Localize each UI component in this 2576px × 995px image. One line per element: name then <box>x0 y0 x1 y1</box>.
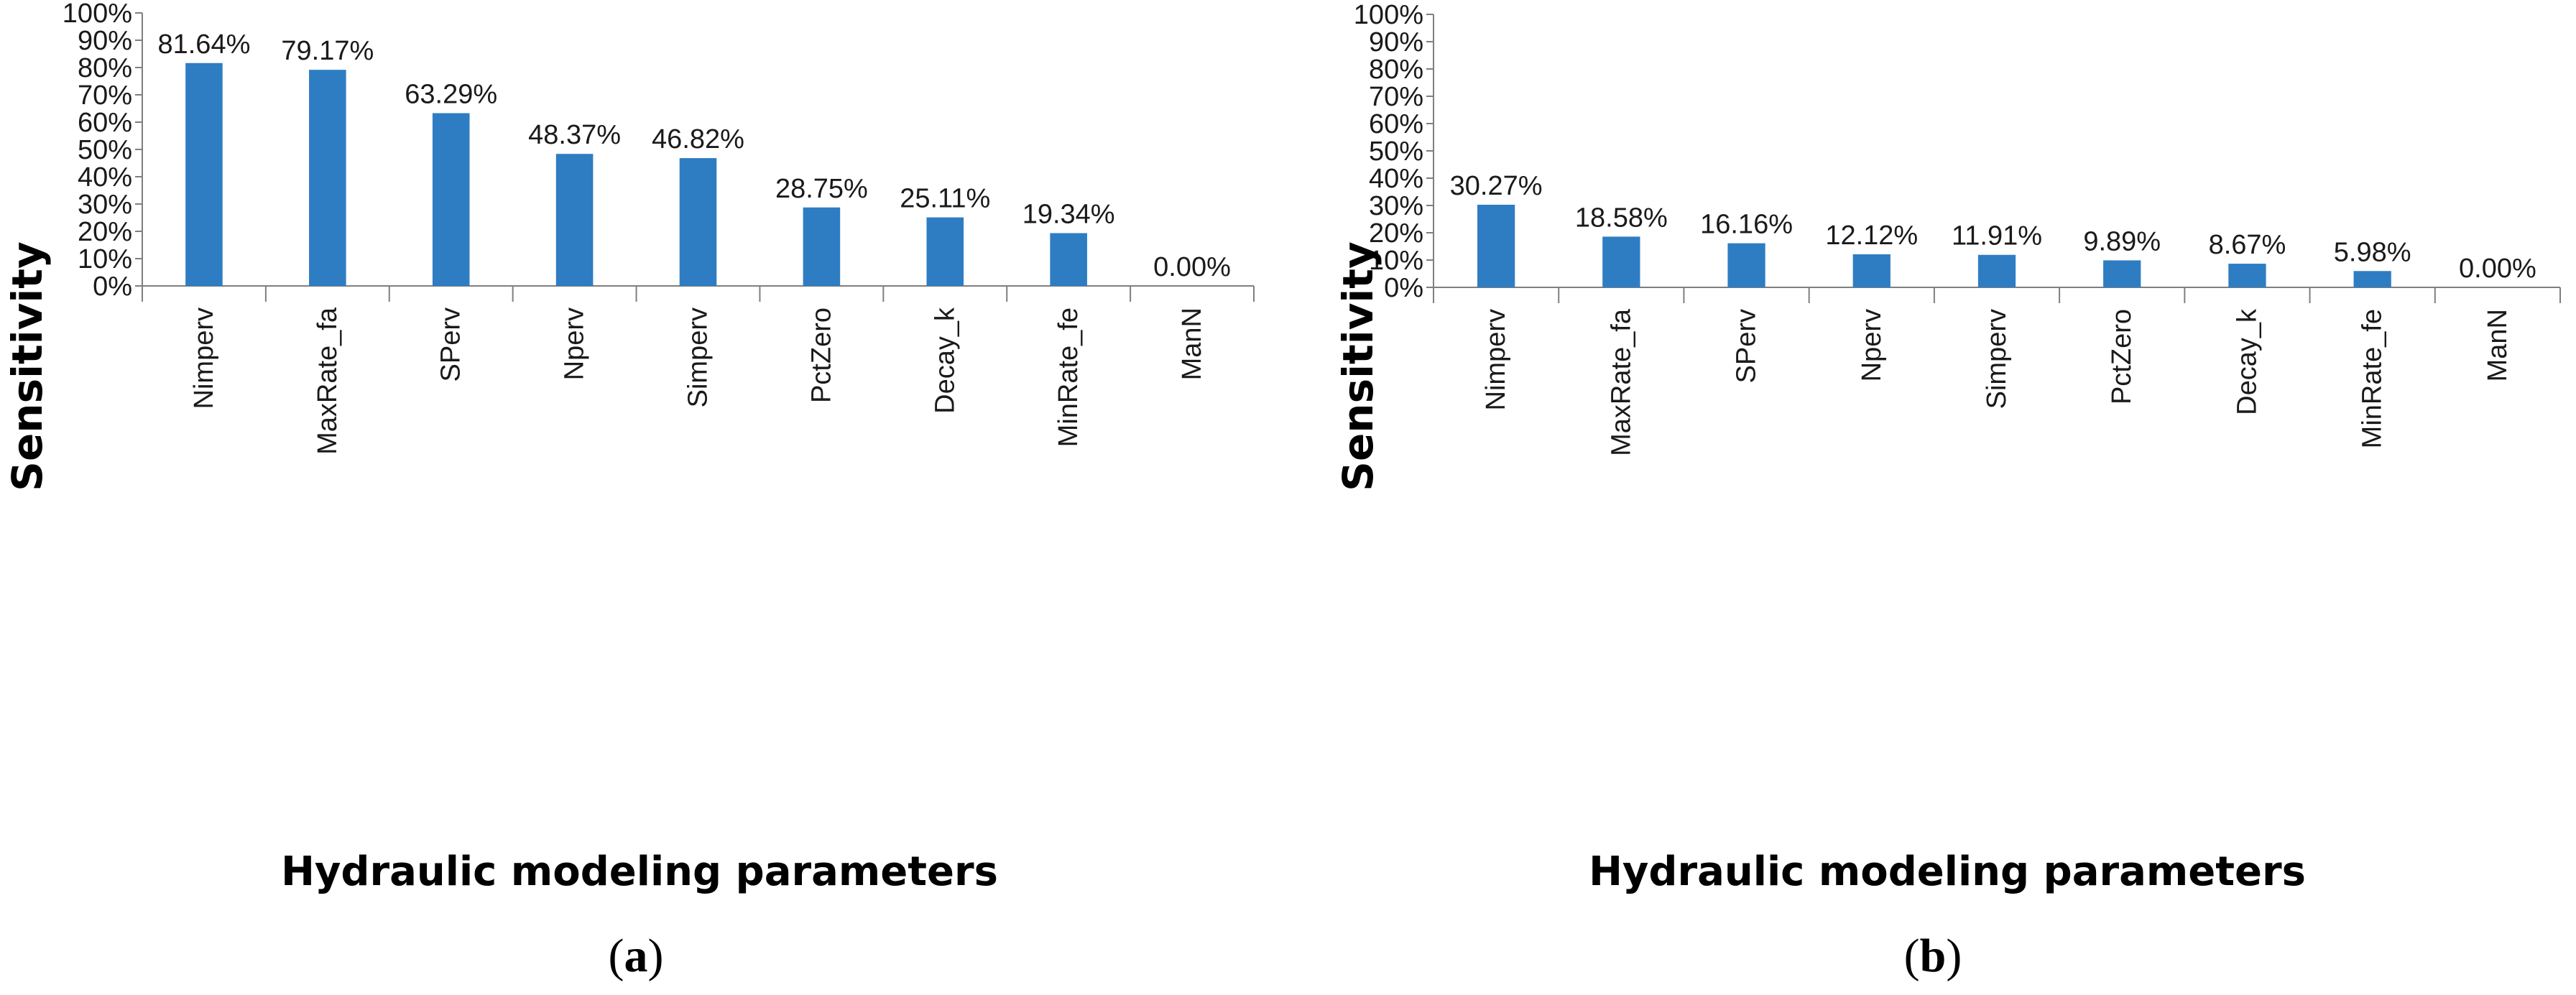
x-axis-title-b: Hydraulic modeling parameters <box>1589 848 2306 895</box>
y-tick-label: 80% <box>1369 55 1423 85</box>
chart-panel-a: 0%10%20%30%40%50%60%70%80%90%100% 81.64% N… <box>3 0 1255 982</box>
panel-caption-b: (b) <box>1904 930 1962 982</box>
y-tick-label: 30% <box>78 190 132 220</box>
data-label: 79.17% <box>281 36 374 66</box>
bar-minrate-fe <box>1050 233 1087 286</box>
x-tick-label: SPerv <box>436 307 466 381</box>
data-label: 0.00% <box>2459 254 2536 284</box>
data-label: 9.89% <box>2083 226 2161 256</box>
chart-panel-b: 0%10%20%30%40%50%60%70%80%90%100% 30.27% N… <box>1334 0 2561 982</box>
y-tick-label: 30% <box>1369 191 1423 221</box>
x-axis-title-a: Hydraulic modeling parameters <box>281 848 998 895</box>
y-tick-label: 80% <box>78 53 132 83</box>
x-tick-label: SPerv <box>1732 309 1762 383</box>
panel-caption-a: (a) <box>609 930 664 982</box>
y-tick-label: 60% <box>1369 109 1423 139</box>
x-tick-label: MaxRate_fa <box>1606 308 1636 456</box>
y-tick-label: 0% <box>93 272 132 302</box>
bar-simperv <box>679 158 717 286</box>
x-tick-label: PctZero <box>806 307 836 403</box>
x-tick-label: Nimperv <box>189 307 219 409</box>
data-label: 28.75% <box>775 174 868 204</box>
bar-maxrate-fa <box>1602 236 1640 287</box>
x-tick-label: PctZero <box>2107 309 2137 404</box>
data-label: 12.12% <box>1825 221 1918 251</box>
data-label: 25.11% <box>900 184 990 214</box>
y-tick-label: 90% <box>78 26 132 56</box>
y-tick-label: 0% <box>1384 273 1423 303</box>
bar-nperv <box>555 154 594 286</box>
data-label: 11.91% <box>1952 221 2042 251</box>
data-label: 18.58% <box>1575 203 1668 233</box>
x-tick-label: ManN <box>1177 307 1207 380</box>
bar-simperv <box>1977 254 2016 287</box>
bar-pctzero <box>803 207 841 286</box>
data-label: 63.29% <box>405 79 497 109</box>
y-tick-label: 20% <box>1369 218 1423 249</box>
x-tick-label: ManN <box>2483 309 2513 381</box>
bar-sperv <box>432 113 470 286</box>
data-label: 46.82% <box>652 124 744 154</box>
y-tick-label: 50% <box>78 135 132 165</box>
x-tick-label: Nperv <box>560 307 590 380</box>
y-tick-label: 100% <box>1354 0 1423 30</box>
bar-pctzero <box>2103 260 2141 287</box>
bar-nperv <box>1852 254 1891 287</box>
x-tick-label: MaxRate_fa <box>313 307 343 455</box>
x-tick-label: Nperv <box>1857 309 1887 381</box>
bar-maxrate-fa <box>309 70 346 287</box>
y-tick-label: 20% <box>78 217 132 247</box>
data-label: 48.37% <box>528 120 621 150</box>
data-label: 5.98% <box>2334 237 2411 267</box>
data-label: 0.00% <box>1153 252 1231 282</box>
x-tick-label: Decay_k <box>930 307 960 414</box>
data-label: 19.34% <box>1022 200 1115 230</box>
bar-decay-k <box>926 217 964 286</box>
x-tick-label: Simperv <box>1982 309 2012 409</box>
y-tick-label: 40% <box>78 162 132 193</box>
y-axis-title-a: Sensitivity <box>3 241 52 491</box>
y-axis-title-b: Sensitivity <box>1334 241 1382 491</box>
data-label: 30.27% <box>1450 171 1543 201</box>
bar-nimperv <box>185 63 223 286</box>
y-tick-label: 40% <box>1369 164 1423 194</box>
bar-sperv <box>1727 243 1765 287</box>
data-label: 16.16% <box>1700 210 1793 240</box>
bar-minrate-fe <box>2353 271 2391 287</box>
y-tick-label: 60% <box>78 108 132 138</box>
x-tick-label: Decay_k <box>2232 308 2262 415</box>
plot-area-b: 0%10%20%30%40%50%60%70%80%90%100% 30.27% N… <box>1354 0 2561 456</box>
plot-area-a: 0%10%20%30%40%50%60%70%80%90%100% 81.64% N… <box>63 0 1255 455</box>
bar-decay-k <box>2228 264 2266 287</box>
y-tick-label: 50% <box>1369 136 1423 167</box>
bar-nimperv <box>1477 204 1515 287</box>
y-tick-label: 90% <box>1369 27 1423 57</box>
x-tick-label: Simperv <box>683 307 714 407</box>
y-tick-label: 10% <box>78 244 132 274</box>
x-tick-label: MinRate_fe <box>2358 309 2388 448</box>
y-tick-label: 70% <box>1369 82 1423 112</box>
y-tick-label: 10% <box>1369 246 1423 276</box>
y-tick-label: 70% <box>78 80 132 111</box>
x-tick-label: MinRate_fe <box>1053 307 1084 447</box>
data-label: 81.64% <box>157 29 250 60</box>
x-tick-label: Nimperv <box>1481 309 1511 410</box>
y-tick-label: 100% <box>63 0 132 29</box>
data-label: 8.67% <box>2209 230 2286 260</box>
